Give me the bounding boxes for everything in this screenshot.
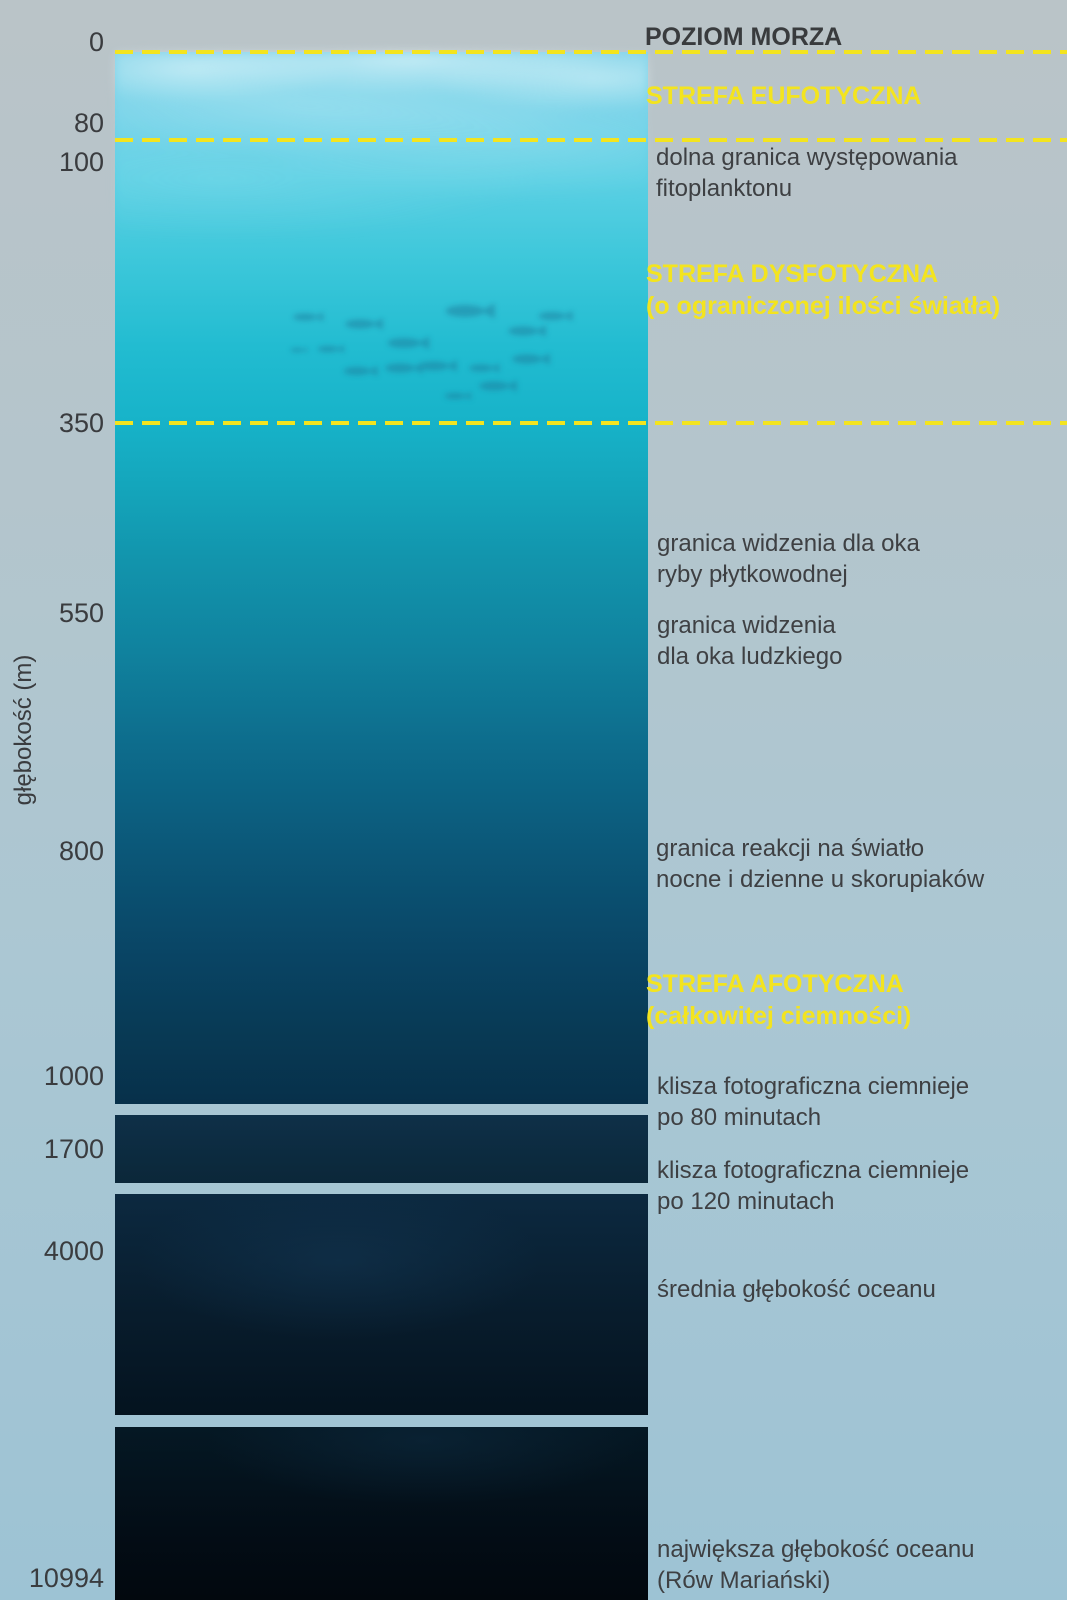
fish-school-illustration (290, 303, 573, 401)
zone-dysphotic-label: STREFA DYSFOTYCZNA (o ograniczonej ilośc… (646, 260, 1001, 320)
depth-tick-4000: 4000 (43, 1236, 104, 1266)
note-max-ocean-depth: największa głębokość oceanu (Rów Mariańs… (657, 1536, 975, 1594)
dysphotic-lower-boundary-line (115, 421, 1067, 425)
note-mean-ocean-depth: średnia głębokość oceanu (657, 1276, 936, 1303)
depth-tick-1000: 1000 (43, 1061, 104, 1091)
water-column-segment-trench (115, 1427, 648, 1600)
sea-level-line (115, 50, 1067, 54)
note-shallow-fish-vision: granica widzenia dla oka ryby płytkowodn… (657, 530, 920, 588)
depth-tick-800: 800 (58, 836, 104, 866)
depth-tick-10994: 10994 (28, 1563, 104, 1593)
depth-tick-100: 100 (58, 147, 104, 177)
note-photographic-film-120: klisza fotograficzna ciemnieje po 120 mi… (657, 1157, 970, 1215)
depth-tick-80: 80 (73, 108, 104, 138)
note-photographic-film-80: klisza fotograficzna ciemnieje po 80 min… (657, 1073, 970, 1131)
depth-tick-550: 550 (58, 598, 104, 628)
note-human-eye-vision: granica widzenia dla oka ludzkiego (657, 612, 843, 670)
axis-label: głębokość (m) (10, 654, 37, 806)
euphotic-lower-boundary-line (115, 138, 1067, 142)
water-column-segment-4000 (115, 1194, 648, 1415)
depth-tick-1700: 1700 (43, 1134, 104, 1164)
water-column-segment-1700 (115, 1115, 648, 1183)
zone-euphotic-label: STREFA EUFOTYCZNA (646, 82, 922, 110)
depth-tick-350: 350 (58, 408, 104, 438)
light-caustics (115, 52, 648, 1104)
depth-tick-0: 0 (88, 27, 104, 57)
note-crustacean-light-reaction: granica reakcji na światło nocne i dzien… (656, 835, 985, 893)
note-phytoplankton-limit: dolna granica występowania fitoplanktonu (656, 144, 958, 202)
zone-aphotic-label: STREFA AFOTYCZNA (całkowitej ciemności) (646, 970, 912, 1030)
sea-level-label: POZIOM MORZA (645, 23, 843, 51)
water-column-segment-photic (115, 52, 648, 1104)
